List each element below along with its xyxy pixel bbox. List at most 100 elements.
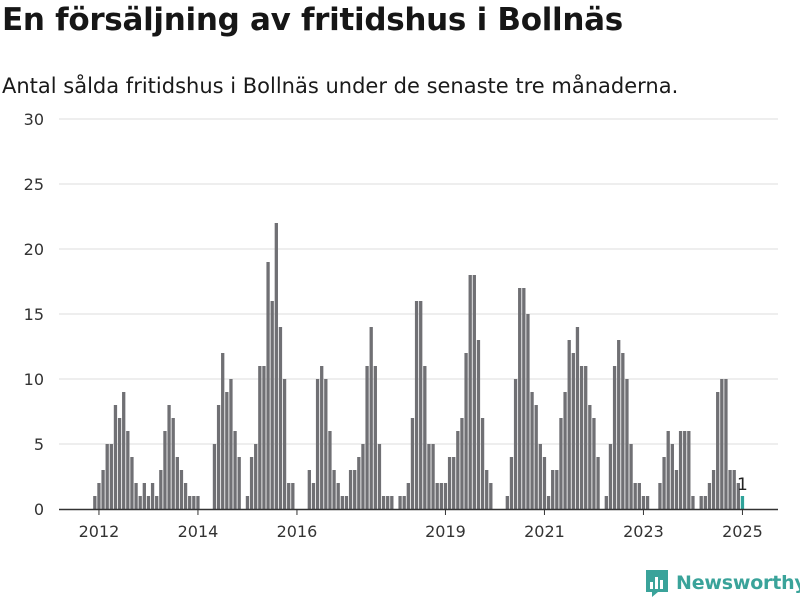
bar — [245, 496, 250, 509]
bar — [571, 353, 575, 509]
bar — [456, 431, 460, 509]
bar — [472, 275, 476, 509]
bar — [509, 457, 514, 509]
bar — [464, 353, 468, 509]
y-tick-label: 25 — [24, 175, 44, 194]
bar — [658, 483, 662, 509]
bar — [155, 496, 159, 509]
bar — [621, 353, 625, 509]
bar — [633, 483, 637, 509]
bar — [423, 366, 427, 509]
bar — [93, 496, 97, 509]
bar — [476, 340, 481, 509]
bar — [262, 366, 266, 509]
bar — [278, 327, 283, 509]
bar — [229, 379, 233, 509]
bar — [134, 483, 138, 509]
bar — [419, 301, 423, 509]
bar — [237, 457, 241, 509]
bar — [699, 496, 703, 509]
bar — [522, 288, 526, 509]
bar — [551, 470, 555, 509]
bar — [357, 457, 361, 509]
bar — [538, 444, 542, 509]
bar — [287, 483, 291, 509]
bar — [443, 483, 448, 509]
bar — [691, 496, 695, 509]
bar — [192, 496, 196, 509]
bar — [505, 496, 509, 509]
chart-title: En försäljning av fritidshus i Bollnäs — [2, 2, 623, 38]
y-tick-label: 15 — [24, 305, 44, 324]
bar — [142, 483, 146, 509]
bar — [617, 340, 621, 509]
bar — [216, 405, 221, 509]
y-tick-label: 20 — [24, 240, 44, 259]
bar — [212, 444, 217, 509]
bar — [604, 496, 608, 509]
bar — [171, 418, 175, 509]
bar — [122, 392, 126, 509]
bar — [175, 457, 179, 509]
x-tick-label: 2012 — [79, 522, 120, 541]
bar — [130, 457, 134, 509]
bar — [468, 275, 472, 509]
bar — [324, 379, 328, 509]
bar — [225, 392, 229, 509]
bar — [270, 301, 274, 509]
bar — [320, 366, 324, 509]
bar — [683, 431, 687, 509]
bar — [641, 496, 646, 509]
bar — [188, 496, 192, 509]
bar — [666, 431, 670, 509]
bar — [365, 366, 369, 509]
bar — [361, 444, 365, 509]
bar — [117, 418, 122, 509]
bar — [233, 431, 237, 509]
bar — [670, 444, 674, 509]
bar — [567, 340, 571, 509]
bar — [196, 496, 200, 509]
bar — [592, 418, 596, 509]
bar — [596, 457, 600, 509]
bar — [150, 483, 155, 509]
bar — [513, 379, 518, 509]
bar — [460, 418, 464, 509]
bar — [728, 470, 732, 509]
bar — [707, 483, 712, 509]
bar — [105, 444, 109, 509]
bar — [311, 483, 316, 509]
bar — [167, 405, 171, 509]
newsworthy-logo: Newsworthy — [644, 568, 800, 598]
bar — [291, 483, 295, 509]
bar-latest — [740, 496, 745, 509]
bar — [328, 431, 332, 509]
bar — [377, 444, 382, 509]
bar — [315, 379, 320, 509]
bar — [307, 470, 311, 509]
bar — [126, 431, 130, 509]
bar — [584, 366, 588, 509]
bar — [716, 392, 720, 509]
bar — [332, 470, 336, 509]
newsworthy-logo-icon — [646, 570, 668, 597]
bar — [266, 262, 270, 509]
bar — [720, 379, 724, 509]
bar — [97, 483, 101, 509]
bar — [526, 314, 530, 509]
bar — [645, 496, 650, 509]
bar — [736, 483, 740, 509]
bar — [348, 470, 353, 509]
chart-subtitle: Antal sålda fritidshus i Bollnäs under d… — [2, 74, 679, 98]
bar — [703, 496, 707, 509]
y-tick-label: 10 — [24, 370, 44, 389]
bar — [534, 405, 538, 509]
bar — [410, 418, 415, 509]
bar — [724, 379, 728, 509]
data-label-latest: 1 — [737, 475, 748, 495]
bar — [101, 470, 105, 509]
bar — [138, 496, 142, 509]
brand-name: Newsworthy — [676, 572, 800, 594]
bar — [608, 444, 613, 509]
bar — [274, 223, 278, 509]
